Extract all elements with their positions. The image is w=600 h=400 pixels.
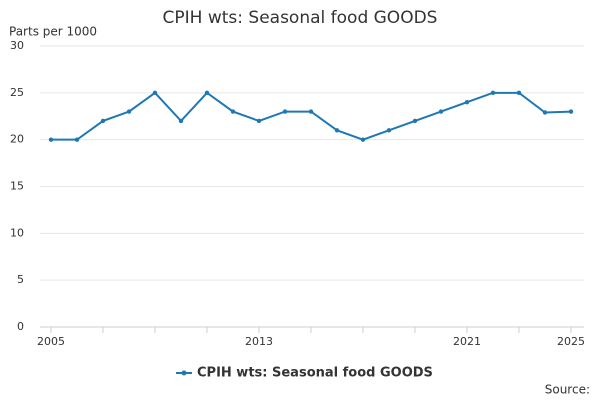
x-tick-label: 2013 (245, 335, 273, 348)
y-tick-label: 15 (10, 180, 24, 193)
point (178, 118, 184, 124)
x-tick-label: 2021 (453, 335, 481, 348)
point (204, 90, 210, 96)
series-line (51, 91, 572, 141)
point (334, 128, 340, 133)
point (152, 90, 158, 96)
point (230, 109, 236, 114)
point (490, 90, 496, 96)
point (48, 137, 54, 142)
point (438, 109, 444, 114)
y-tick-label: 25 (10, 86, 24, 99)
point (360, 137, 366, 142)
point (516, 90, 522, 96)
y-tick-label: 10 (10, 226, 24, 239)
x-tick-label: 2025 (557, 335, 585, 348)
y-axis-label: Parts per 1000 (9, 25, 97, 39)
y-tick-label: 20 (10, 133, 24, 146)
y-tick-label: 0 (17, 320, 24, 333)
x-tick-label: 2005 (37, 335, 65, 348)
point (74, 137, 80, 142)
chart-title: CPIH wts: Seasonal food GOODS (163, 8, 438, 28)
point (100, 118, 106, 124)
point (464, 100, 470, 105)
legend-marker (181, 370, 187, 376)
point (282, 109, 288, 114)
point (126, 109, 132, 114)
point (542, 110, 548, 115)
y-tick-label: 30 (10, 39, 24, 52)
point (568, 109, 574, 114)
point (412, 118, 418, 124)
source: Source: (545, 383, 590, 397)
legend-label: CPIH wts: Seasonal food GOODS (197, 366, 433, 381)
point (308, 109, 314, 114)
point (386, 128, 392, 133)
y-tick-label: 5 (17, 273, 24, 286)
point (256, 118, 262, 124)
